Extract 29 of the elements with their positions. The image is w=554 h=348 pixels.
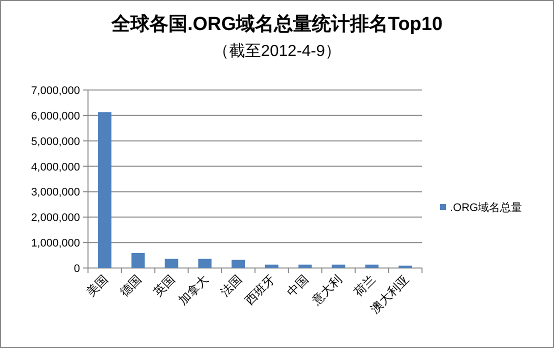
bar: [365, 264, 379, 268]
y-tick-label: 3,000,000: [31, 186, 80, 199]
bar: [198, 258, 212, 268]
y-tick-label: 5,000,000: [31, 136, 80, 148]
y-tick-label: 1,000,000: [31, 238, 80, 250]
bar: [332, 264, 346, 268]
bar: [164, 258, 178, 268]
x-tick-label: 西班牙: [242, 272, 278, 308]
y-tick-label: 7,000,000: [31, 85, 80, 97]
x-tick-label: 英国: [150, 272, 178, 300]
x-tick-label: 法国: [218, 272, 244, 300]
y-tick-label: 0: [74, 263, 80, 275]
legend-label: .ORG域名总量: [450, 201, 522, 214]
x-tick-label: 美国: [84, 272, 111, 300]
x-tick-label: 加拿大: [176, 272, 212, 308]
bar: [265, 264, 278, 268]
y-tick-label: 6,000,000: [31, 110, 80, 122]
chart-subtitle: （截至2012-4-9）: [212, 42, 342, 60]
x-tick-label: 中国: [284, 272, 312, 300]
bar: [232, 260, 245, 268]
x-tick-label: 意大利: [308, 272, 345, 308]
chart-title: 全球各国.ORG域名总量统计排名Top10: [110, 13, 443, 35]
y-tick-label: 2,000,000: [31, 212, 80, 224]
x-tick-label: 荷兰: [351, 272, 378, 300]
x-tick-label: 德国: [117, 272, 144, 300]
bar: [98, 112, 112, 268]
bar: [131, 252, 145, 268]
y-tick-label: 4,000,000: [31, 161, 80, 174]
bar: [298, 264, 312, 268]
